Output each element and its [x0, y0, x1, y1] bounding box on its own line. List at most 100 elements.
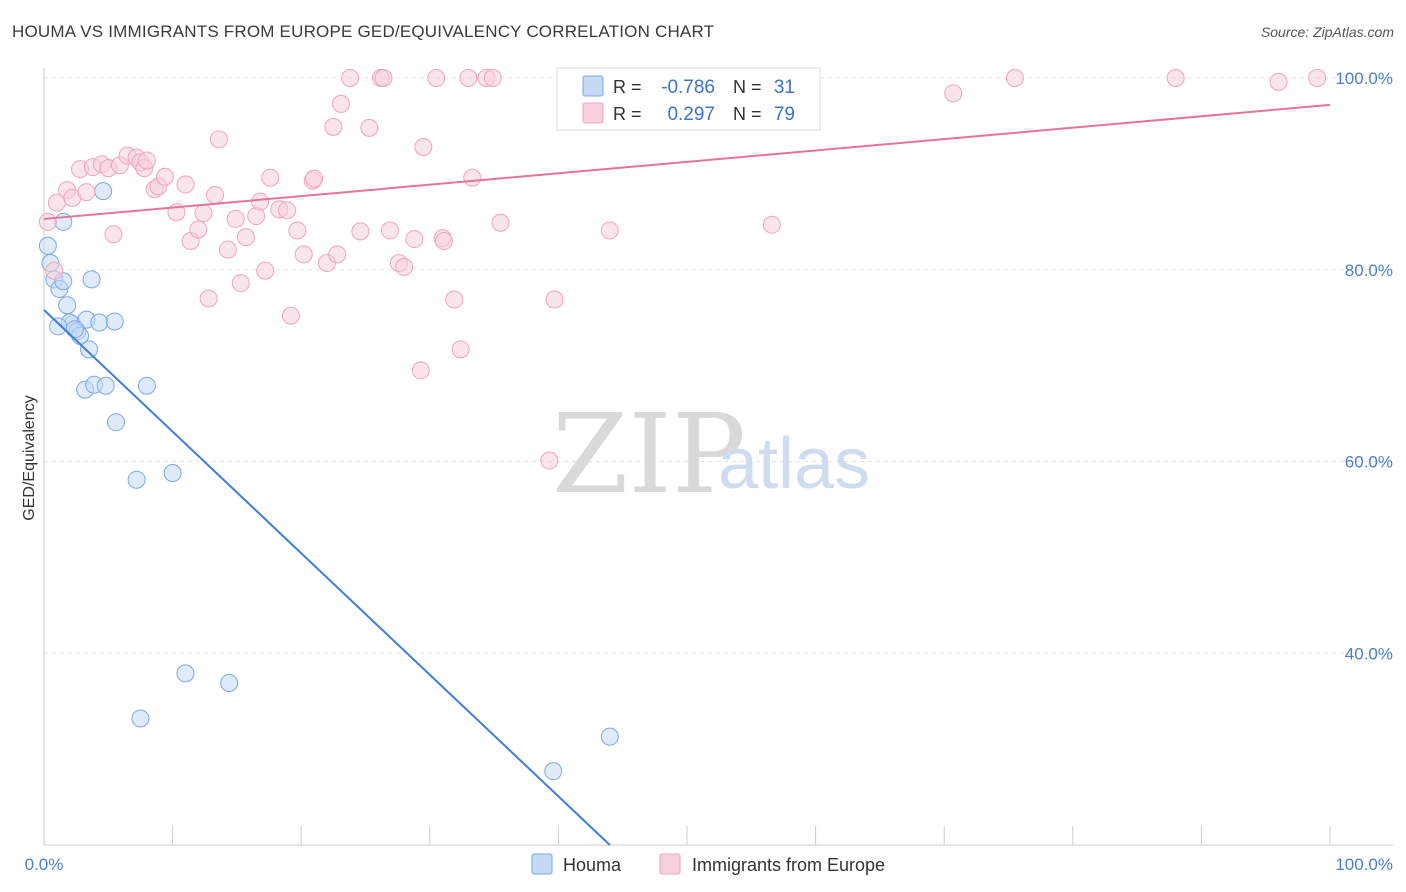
data-point-europe	[405, 230, 424, 249]
data-point-europe	[251, 192, 270, 211]
axes	[43, 68, 1393, 846]
x-tick-label: 0.0%	[25, 855, 64, 874]
data-point-europe	[256, 261, 275, 280]
n-value-houma: 31	[774, 77, 795, 98]
x-tick-labels: 0.0% 100.0%	[25, 855, 1393, 874]
n-label-europe: N =	[733, 104, 762, 124]
data-point-europe	[236, 228, 255, 247]
n-label-houma: N =	[733, 77, 762, 97]
data-point-europe	[218, 240, 237, 259]
data-point-europe	[374, 69, 393, 87]
data-point-europe	[341, 69, 360, 87]
grid-lines	[44, 77, 1393, 654]
source-credit: Source: ZipAtlas.com	[1260, 24, 1394, 40]
y-axis-label: GED/Equivalency	[21, 395, 38, 520]
data-point-europe	[395, 257, 414, 276]
series-legend: Houma Immigrants from Europe	[531, 853, 885, 875]
watermark-zip: ZIP	[552, 390, 746, 518]
data-point-europe	[427, 69, 446, 87]
y-tick-label: 60.0%	[1345, 453, 1393, 472]
data-point-europe	[137, 151, 156, 170]
r-value-europe: 0.297	[667, 104, 715, 125]
data-point-europe	[45, 261, 64, 280]
trend-line-europe	[43, 103, 1331, 220]
data-point-houma	[80, 340, 99, 359]
data-point-europe	[104, 225, 123, 244]
data-point-europe	[434, 231, 453, 250]
data-point-europe	[483, 69, 502, 87]
houma-swatch	[582, 75, 604, 97]
data-point-houma	[163, 464, 182, 483]
data-point-europe	[332, 94, 351, 113]
data-point-houma	[544, 762, 563, 781]
data-point-houma	[49, 317, 68, 336]
data-point-houma	[58, 296, 77, 315]
data-point-europe	[414, 138, 433, 157]
r-label-europe: R =	[613, 104, 642, 124]
data-point-europe	[1005, 69, 1024, 87]
legend-europe-swatch	[659, 853, 681, 875]
data-point-europe	[206, 185, 225, 204]
data-point-europe	[226, 209, 245, 228]
y-tick-label: 40.0%	[1345, 644, 1393, 663]
data-point-europe	[411, 361, 430, 380]
data-point-europe	[463, 168, 482, 187]
legend-europe-label: Immigrants from Europe	[692, 855, 885, 875]
data-point-europe	[231, 274, 250, 293]
data-point-europe	[294, 245, 313, 264]
data-point-europe	[324, 117, 343, 136]
data-point-europe	[545, 290, 564, 309]
data-point-europe	[351, 222, 370, 241]
data-point-europe	[209, 130, 228, 149]
data-point-europe	[600, 221, 619, 240]
data-point-europe	[305, 169, 324, 188]
data-point-europe	[360, 118, 379, 137]
data-point-houma	[131, 709, 150, 728]
trend-line-houma	[43, 309, 611, 846]
data-point-europe	[176, 175, 195, 194]
data-point-europe	[451, 340, 470, 359]
data-point-europe	[1166, 69, 1185, 87]
data-point-europe	[491, 213, 510, 232]
data-point-europe	[261, 168, 280, 187]
data-point-houma	[90, 313, 109, 332]
watermark: ZIP atlas	[552, 390, 870, 518]
r-value-houma: -0.786	[661, 77, 715, 98]
data-point-europe	[459, 69, 478, 87]
data-point-houma	[107, 413, 126, 432]
data-point-europe	[762, 215, 781, 234]
data-point-houma	[94, 182, 113, 201]
data-point-europe	[288, 221, 307, 240]
data-points	[38, 69, 1327, 781]
trend-lines	[43, 103, 1331, 846]
x-tick-label: 100.0%	[1335, 855, 1393, 874]
data-point-europe	[38, 212, 57, 231]
data-point-houma	[600, 727, 619, 746]
data-point-houma	[65, 320, 84, 339]
europe-swatch	[582, 102, 604, 124]
data-point-europe	[380, 221, 399, 240]
data-point-europe	[155, 167, 174, 186]
data-point-europe	[278, 201, 297, 220]
y-tick-label: 100.0%	[1335, 69, 1393, 88]
r-label-houma: R =	[613, 77, 642, 97]
legend-houma-swatch	[531, 853, 553, 875]
y-tick-labels: 40.0% 60.0% 80.0% 100.0%	[1335, 69, 1393, 663]
data-point-europe	[199, 289, 218, 308]
data-point-europe	[540, 451, 559, 470]
data-point-houma	[82, 270, 101, 289]
data-point-houma	[220, 673, 239, 692]
data-point-europe	[194, 204, 213, 223]
stats-legend: R = -0.786 N = 31 R = 0.297 N = 79	[556, 67, 821, 131]
data-point-houma	[38, 236, 57, 255]
legend-houma-label: Houma	[563, 855, 622, 875]
data-point-europe	[1308, 69, 1327, 87]
data-point-europe	[281, 306, 300, 325]
data-point-europe	[328, 245, 347, 264]
y-tick-label: 80.0%	[1345, 261, 1393, 280]
data-point-houma	[105, 312, 124, 331]
watermark-atlas: atlas	[718, 424, 870, 504]
data-point-europe	[445, 290, 464, 309]
n-value-europe: 79	[774, 104, 795, 125]
